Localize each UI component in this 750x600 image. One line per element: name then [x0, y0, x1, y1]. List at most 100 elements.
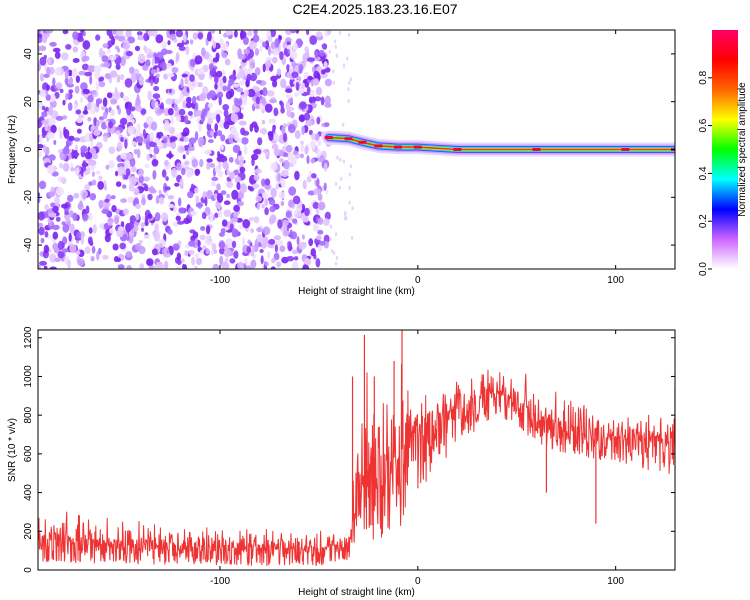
noise-blob	[156, 67, 160, 73]
noise-blob	[147, 90, 152, 101]
noise-blob	[209, 212, 214, 220]
noise-blob	[210, 112, 218, 121]
noise-blob	[344, 211, 347, 215]
noise-blob	[316, 149, 321, 158]
noise-blob	[187, 146, 195, 152]
noise-blob	[80, 235, 85, 245]
noise-blob	[181, 73, 188, 78]
noise-blob	[315, 31, 323, 38]
noise-blob	[308, 238, 314, 247]
noise-blob	[315, 208, 320, 215]
noise-blob	[206, 189, 213, 200]
noise-blob	[194, 55, 203, 65]
noise-blob	[101, 55, 109, 63]
noise-blob	[165, 98, 174, 105]
noise-blob	[285, 144, 293, 153]
noise-blob	[332, 80, 336, 85]
noise-blob	[155, 195, 160, 205]
noise-blob	[122, 96, 130, 102]
noise-blob	[90, 108, 96, 115]
noise-blob	[220, 190, 227, 195]
noise-blob	[38, 211, 45, 221]
noise-blob	[199, 249, 205, 255]
noise-blob	[213, 193, 218, 200]
y-tick-label: 0	[23, 146, 34, 152]
noise-blob	[157, 108, 165, 114]
noise-blob	[95, 34, 101, 41]
noise-blob	[202, 86, 209, 96]
noise-blob	[167, 40, 171, 46]
noise-blob	[314, 50, 319, 59]
noise-blob	[163, 260, 169, 269]
noise-blob	[82, 213, 89, 222]
y-tick-label: 1200	[23, 326, 34, 349]
noise-blob	[84, 71, 92, 77]
y-tick-label: 600	[23, 445, 34, 462]
noise-blob	[102, 97, 108, 107]
snr-frame	[37, 329, 676, 571]
noise-blob	[243, 48, 250, 55]
noise-blob	[221, 219, 228, 227]
noise-blob	[55, 216, 61, 222]
noise-blob	[304, 46, 310, 53]
colorbar-tick-label: 0.4	[698, 166, 709, 180]
noise-blob	[197, 82, 203, 88]
noise-blob	[204, 149, 212, 155]
noise-blob	[211, 243, 217, 252]
noise-blob	[238, 120, 247, 126]
noise-blob	[98, 199, 104, 209]
noise-blob	[38, 226, 45, 236]
noise-blob	[90, 255, 95, 262]
noise-blob	[120, 221, 125, 228]
y-tick-label: 40	[23, 48, 34, 60]
noise-blob	[229, 171, 235, 180]
noise-blob	[147, 213, 153, 220]
noise-blob	[103, 62, 111, 68]
noise-blob	[210, 250, 214, 256]
noise-blob	[304, 207, 310, 217]
noise-blob	[68, 76, 73, 86]
noise-blob	[310, 248, 316, 257]
noise-blob	[262, 226, 271, 236]
noise-blob	[233, 250, 239, 259]
noise-blob	[226, 193, 231, 198]
noise-blob	[192, 95, 197, 104]
noise-blob	[154, 101, 159, 108]
noise-blob	[125, 50, 133, 57]
spectrogram-panel: -100 0 100 -40 -20 0 20 40 Height of straight li…	[7, 29, 676, 297]
noise-blob	[259, 103, 264, 112]
noise-blob	[216, 183, 221, 191]
noise-blob	[115, 130, 121, 136]
noise-blob	[126, 152, 132, 161]
noise-blob	[48, 212, 57, 218]
noise-blob	[247, 67, 253, 73]
noise-blob	[281, 125, 286, 136]
noise-blob	[194, 131, 199, 141]
noise-blob	[303, 112, 311, 121]
noise-blob	[38, 192, 41, 197]
noise-blob	[278, 191, 285, 200]
noise-blob	[242, 219, 251, 229]
noise-blob	[274, 38, 280, 48]
noise-blob	[139, 263, 145, 269]
noise-blob	[247, 30, 253, 37]
noise-blob	[236, 87, 244, 93]
noise-blob	[141, 216, 146, 221]
noise-blob	[191, 158, 199, 168]
noise-blob	[46, 57, 52, 65]
noise-blob	[287, 199, 295, 208]
noise-blob	[110, 98, 118, 105]
noise-blob	[286, 64, 290, 72]
noise-blob	[117, 264, 125, 269]
noise-blob	[39, 134, 43, 145]
noise-blob	[195, 202, 204, 208]
noise-blob	[231, 189, 239, 200]
noise-blob	[208, 90, 216, 99]
noise-blob	[273, 235, 281, 241]
noise-blob	[39, 56, 47, 66]
noise-blob	[104, 73, 112, 80]
noise-blob	[260, 242, 267, 249]
signal-peak	[344, 137, 353, 141]
noise-blob	[346, 56, 349, 61]
noise-blob	[122, 42, 130, 50]
